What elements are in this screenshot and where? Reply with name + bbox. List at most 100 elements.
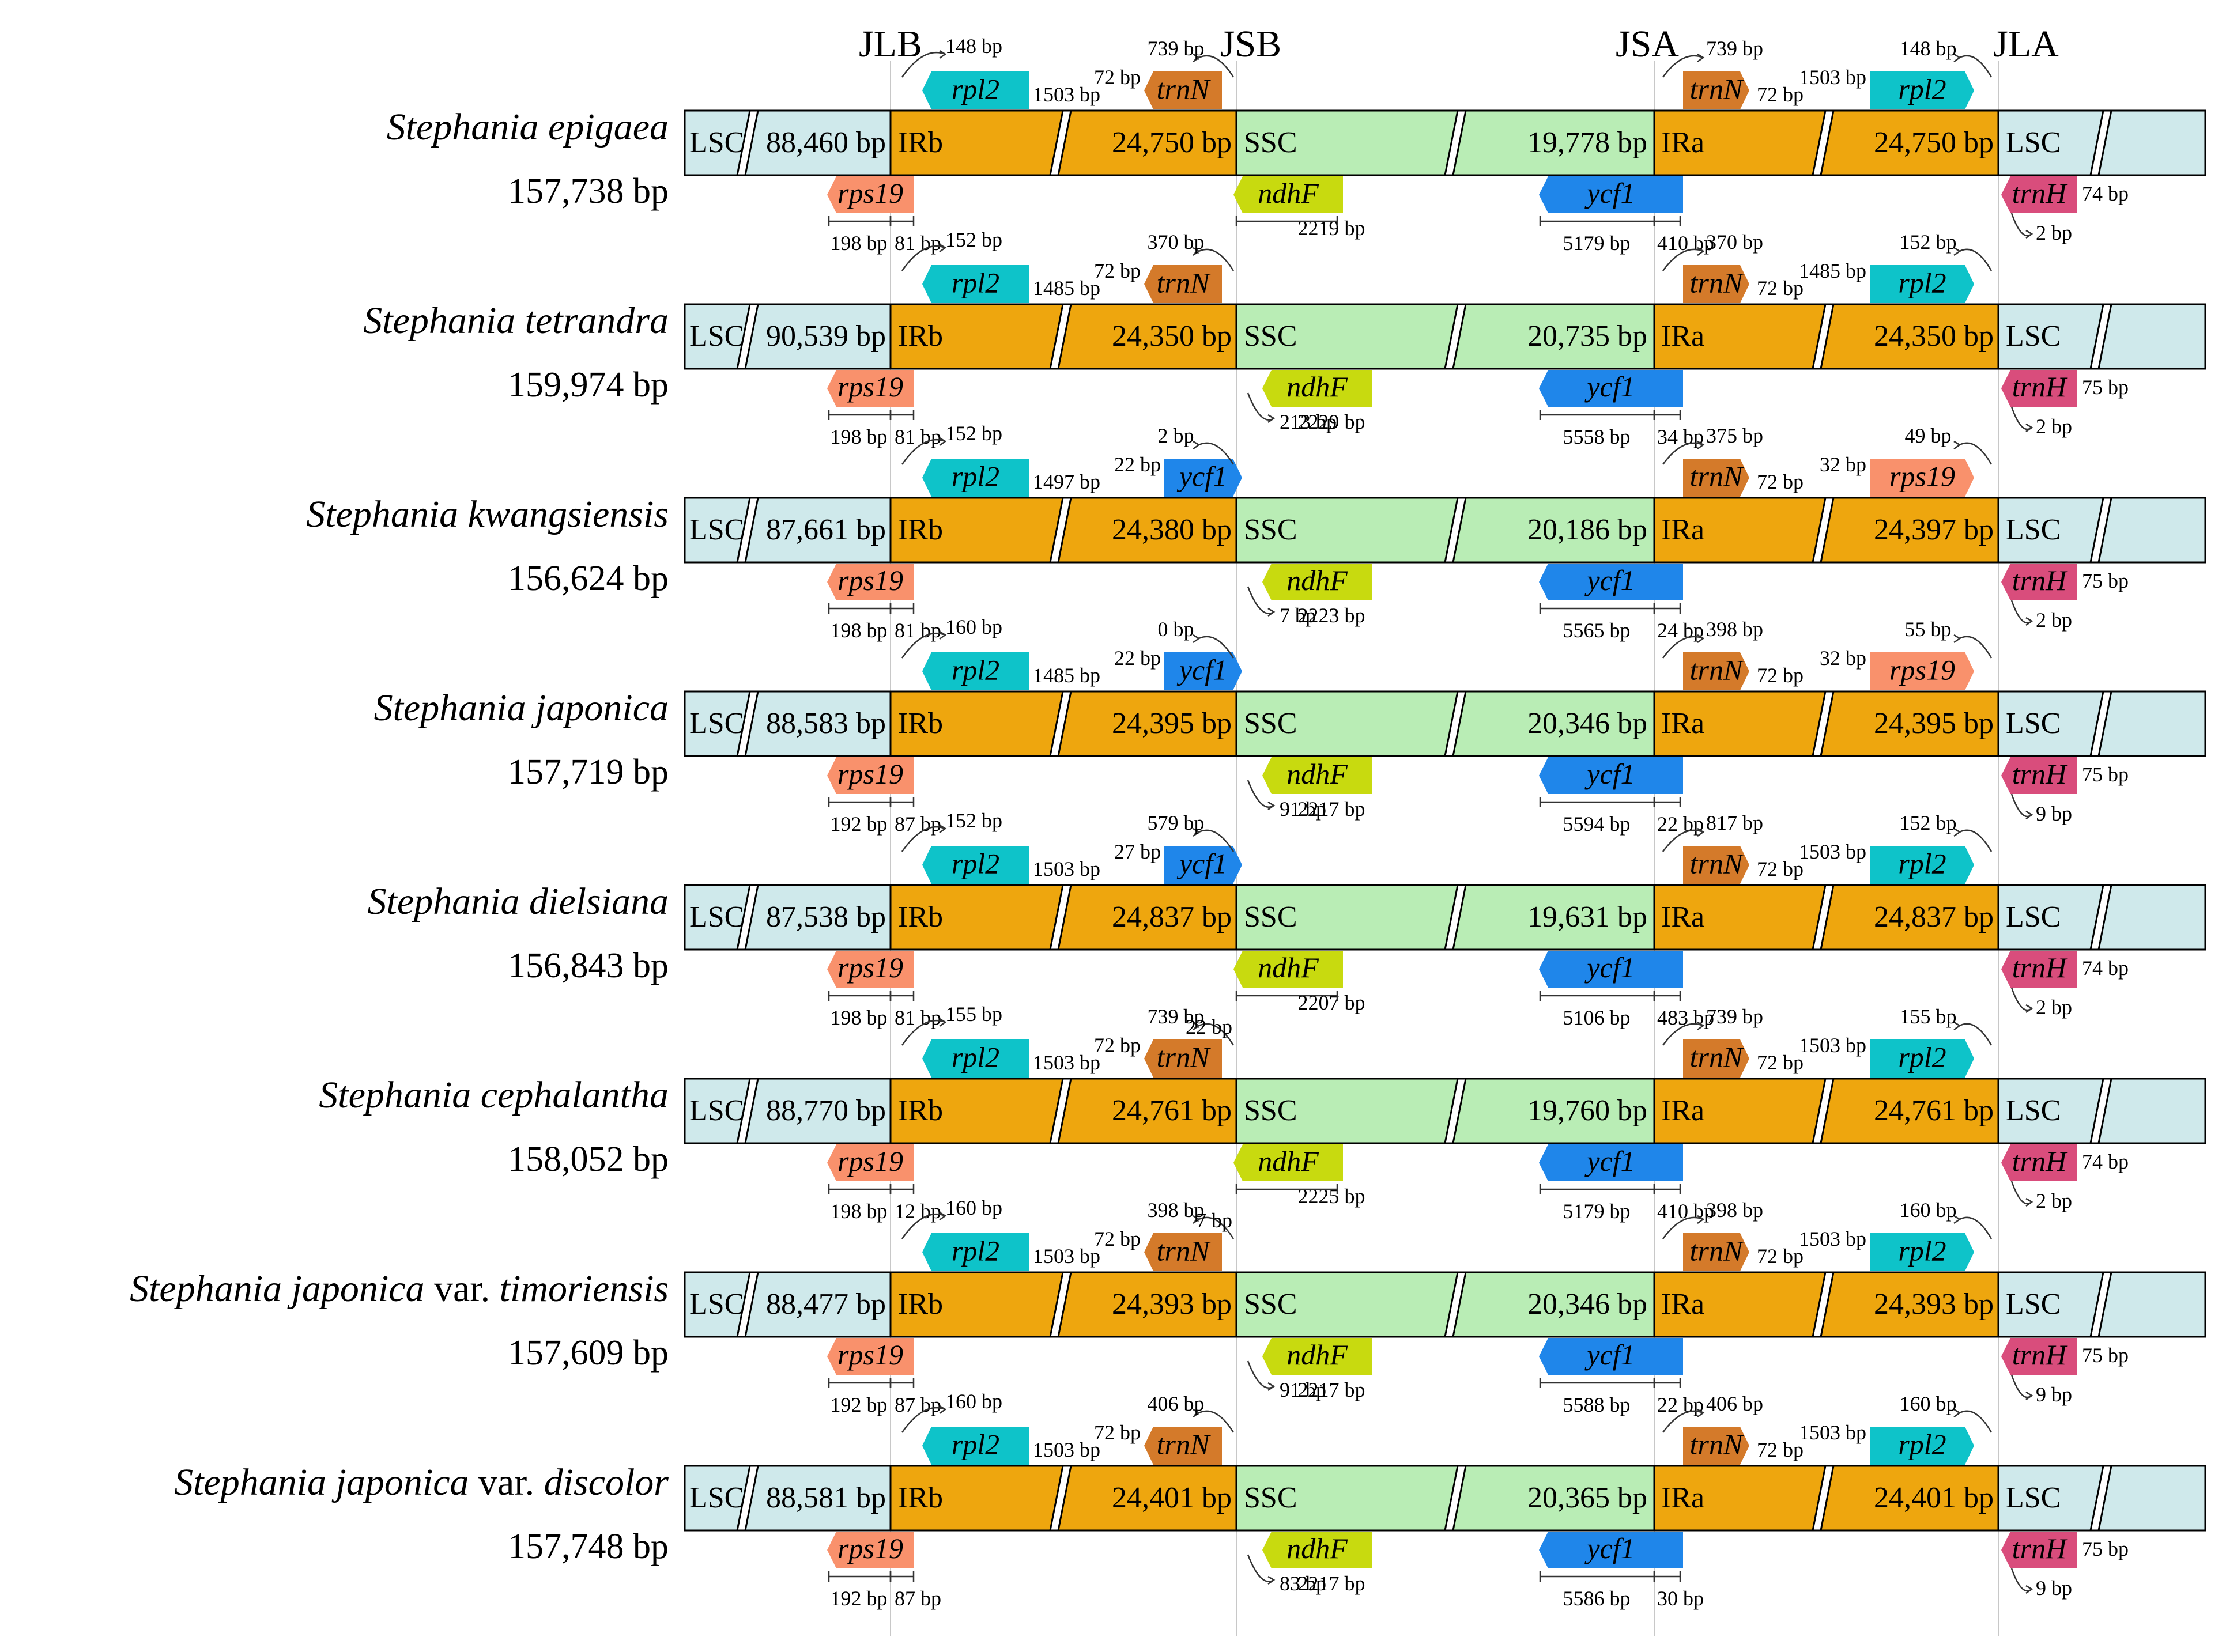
ndhF-length: 2225 bp: [1298, 1185, 1365, 1208]
distance-arrow-jsb: [1198, 1410, 1235, 1433]
jsa-top-extra: 72 bp: [1757, 470, 1804, 493]
gene-rpl2-left: rpl2: [922, 459, 1029, 497]
rps19-span: [828, 991, 892, 1001]
ycf1-left-length: 5594 bp: [1563, 812, 1631, 836]
trnH-small-distance: 2 bp: [2036, 1189, 2072, 1212]
gene-ycf1-jsa-shape: [1539, 176, 1683, 213]
ndhF-length: 2229 bp: [1298, 410, 1365, 433]
rpl2-left-distance: 152 bp: [945, 422, 1002, 445]
jla-top-extra: 1503 bp: [1799, 840, 1866, 863]
rps19-span: [828, 1184, 892, 1194]
ndhF-distance-arrow-head: [1267, 1575, 1276, 1585]
lsc-label-left: LSC: [689, 513, 744, 546]
ira-length: 24,393 bp: [1874, 1288, 1994, 1321]
gene-ycf1-jsb: ycf1: [1164, 846, 1242, 884]
ycf1-span: [1539, 410, 1655, 420]
distance-arrow-jla: [1959, 636, 1993, 659]
gene-trnN-jsa-label: trnN: [1690, 1235, 1744, 1267]
lsc-length: 88,477 bp: [766, 1288, 886, 1321]
irb-length: 24,837 bp: [1112, 901, 1232, 933]
rps19-left-length: 192 bp: [831, 1587, 888, 1610]
gene-rpl2-left: rpl2: [922, 71, 1029, 109]
gene-ndhF-jsb: ndhF: [1262, 1338, 1372, 1375]
rps19-right-length: 81 bp: [895, 425, 941, 448]
gene-ycf1-jsb-label: ycf1: [1176, 460, 1227, 493]
rps19-overlap: [889, 216, 915, 226]
gene-trnN-jsa-shape: [1683, 1427, 1749, 1465]
distance-arrow-jlb-head: [939, 630, 947, 640]
gene-trnH-jla: trnH: [2001, 757, 2077, 794]
distance-arrow-jla: [1959, 1410, 1993, 1433]
break-slash: [1444, 109, 1467, 176]
distance-arrow-jsa: [1662, 1216, 1704, 1239]
distance-arrow-jsb-head: [1193, 53, 1201, 63]
ira-length: 24,750 bp: [1874, 126, 1994, 159]
break-slash: [1812, 1271, 1835, 1338]
gene-rpl2-jla-label: rpl2: [1898, 73, 1946, 105]
gene-ndhF-jsb-label: ndhF: [1286, 371, 1348, 403]
species-row: Stephania japonica var. timoriensis 157,6…: [130, 1196, 2206, 1416]
gene-trnN-jsa-label: trnN: [1690, 1041, 1744, 1073]
gene-trnH-jla-label: trnH: [2012, 758, 2068, 790]
gene-rps19-jlb-label: rps19: [837, 951, 903, 984]
gene-rpl2-jla-shape: [1870, 265, 1974, 303]
species-name: Stephania tetrandra: [363, 300, 669, 342]
gene-ycf1-jsa: ycf1: [1539, 757, 1683, 794]
gene-rpl2-left-shape: [922, 652, 1029, 690]
gene-ycf1-jsa-shape: [1539, 951, 1683, 988]
jsb-top-distance: 0 bp: [1158, 618, 1194, 641]
gene-trnH-jla-shape: [2001, 1144, 2077, 1181]
jla-top-distance: 152 bp: [1900, 811, 1957, 834]
genome-size: 156,843 bp: [508, 946, 669, 985]
jsa-top-extra: 72 bp: [1757, 1245, 1804, 1268]
distance-arrow-jsa: [1662, 442, 1704, 465]
rpl2-left-distance: 148 bp: [945, 35, 1002, 58]
gene-rps19-jlb: rps19: [827, 564, 914, 600]
break-slash: [2089, 109, 2112, 176]
rpl2-left-distance: 152 bp: [945, 228, 1002, 251]
distance-arrow-jlb: [901, 1213, 946, 1239]
distance-arrow-jlb-head: [939, 1211, 947, 1221]
gene-trnN-jsa-shape: [1683, 1039, 1749, 1078]
gene-rpl2-left-shape: [922, 846, 1029, 884]
ssc-length: 20,346 bp: [1527, 707, 1647, 740]
gene-ndhF-jsb-label: ndhF: [1286, 1339, 1348, 1371]
junction-label-jla: JLA: [1993, 23, 2059, 65]
irb-length: 24,350 bp: [1112, 320, 1232, 353]
break-slash: [2089, 1465, 2112, 1532]
ycf1-span: [1539, 1378, 1655, 1388]
gene-trnN-jsa: trnN: [1683, 265, 1749, 303]
jsb-top-distance: 2 bp: [1158, 424, 1194, 447]
lsc-label-right: LSC: [2006, 1481, 2061, 1514]
gene-ycf1-jsa-label: ycf1: [1584, 1532, 1635, 1564]
ycf1-overlap: [1653, 1184, 1681, 1194]
distance-arrow-jlb: [901, 438, 946, 465]
lsc-label-right: LSC: [2006, 320, 2061, 353]
break-slash: [2089, 884, 2112, 951]
gene-trnH-jla-label: trnH: [2012, 1532, 2068, 1564]
irb-length: 24,393 bp: [1112, 1288, 1232, 1321]
ira-length: 24,837 bp: [1874, 901, 1994, 933]
gene-rpl2-left-label: rpl2: [952, 654, 999, 686]
gene-trnN-jsa-label: trnN: [1690, 1428, 1744, 1461]
rps19-overlap: [889, 797, 915, 807]
rps19-overlap: [889, 1571, 915, 1582]
distance-arrow-jla: [1959, 829, 1993, 852]
lsc-label-right: LSC: [2006, 513, 2061, 546]
gene-ycf1-jsa-label: ycf1: [1584, 1145, 1635, 1177]
gene-rpl2-jla-label: rpl2: [1898, 848, 1946, 880]
gene-ndhF-jsb: ndhF: [1233, 1144, 1343, 1181]
ssc-length: 20,735 bp: [1527, 320, 1647, 353]
ndhF-span: [1235, 216, 1338, 226]
gene-trnH-jla-label: trnH: [2012, 177, 2068, 209]
break-slash: [1444, 1271, 1467, 1338]
gene-rps19-jla-label: rps19: [1889, 460, 1955, 493]
gene-rpl2-left: rpl2: [922, 1233, 1029, 1271]
distance-arrow-jla-head: [1953, 1408, 1961, 1418]
gene-ndhF-jsb-shape: [1233, 1144, 1343, 1181]
distance-arrow-jlb: [901, 1407, 946, 1433]
distance-arrow-jsa-head: [1697, 634, 1705, 644]
jsb-top-extra: 22 bp: [1114, 647, 1161, 670]
ssc-length: 20,186 bp: [1527, 513, 1647, 546]
ssc-label: SSC: [1244, 1094, 1297, 1127]
